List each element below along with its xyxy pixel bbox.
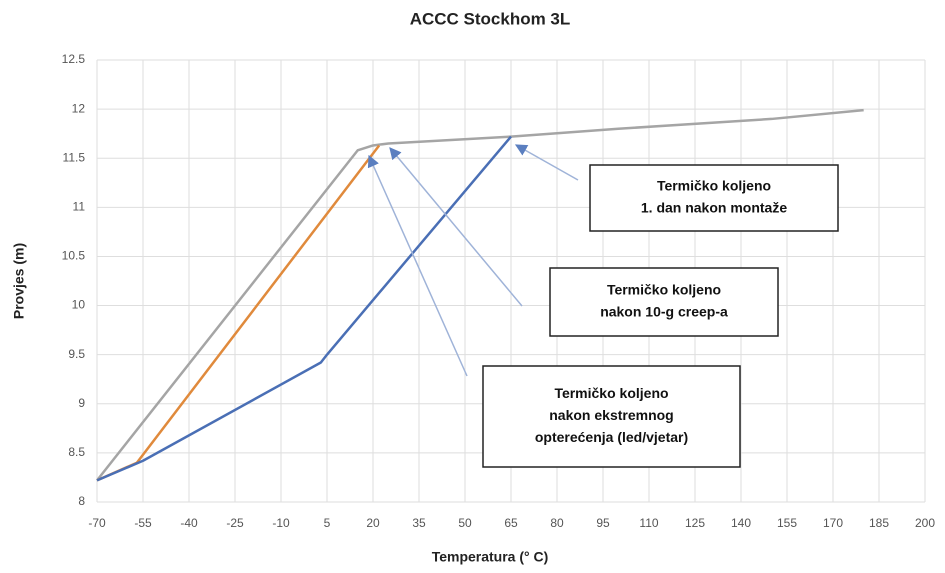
line <box>96 144 381 482</box>
x-tick-label: -10 <box>272 516 290 530</box>
annotation-text: Termičko koljeno <box>657 178 771 194</box>
x-tick-label: -70 <box>88 516 106 530</box>
x-tick-label: 125 <box>685 516 705 530</box>
y-tick-label: 8 <box>78 494 85 508</box>
annotation-text: opterećenja (led/vjetar) <box>535 429 688 445</box>
y-tick-label: 11 <box>73 200 86 214</box>
y-tick-label: 10.5 <box>62 249 86 263</box>
y-tick-label: 11.5 <box>63 150 86 164</box>
x-axis-label: Temperatura (° C) <box>432 549 549 565</box>
x-tick-label: 50 <box>458 516 472 530</box>
annotation-text: nakon ekstremnog <box>549 407 673 423</box>
x-tick-label: 35 <box>412 516 426 530</box>
x-tick-label: 95 <box>596 516 610 530</box>
x-tick-label: 110 <box>639 516 658 530</box>
annotation-arrows <box>367 144 579 377</box>
line <box>96 108 864 482</box>
x-tick-label: 65 <box>504 516 518 530</box>
x-tick-label: 80 <box>550 516 564 530</box>
x-tick-label: 5 <box>324 516 331 530</box>
annotation-box <box>482 365 741 468</box>
y-tick-label: 9 <box>78 396 85 410</box>
arrow <box>367 154 468 377</box>
annotation-text: Termičko koljeno <box>607 282 721 298</box>
annotation-box <box>589 164 839 232</box>
x-tick-label: 200 <box>915 516 935 530</box>
x-tick-label: 155 <box>777 516 797 530</box>
arrow <box>514 144 579 181</box>
x-tick-label: 170 <box>823 516 843 530</box>
x-tick-label: 140 <box>731 516 751 530</box>
y-axis-label: Provjes (m) <box>11 243 27 319</box>
x-tick-label: 185 <box>869 516 889 530</box>
y-tick-label: 10 <box>72 298 86 312</box>
annotation-text: nakon 10-g creep-a <box>600 304 728 320</box>
y-tick-label: 12.5 <box>62 52 86 66</box>
annotation-text: 1. dan nakon montaže <box>641 200 787 216</box>
x-tick-label: -40 <box>180 516 198 530</box>
x-tick-label: -55 <box>134 516 152 530</box>
x-tick-label: 20 <box>366 516 380 530</box>
y-tick-label: 9.5 <box>68 347 85 361</box>
arrow <box>389 147 523 307</box>
chart-title: ACCC Stockhom 3L <box>410 9 571 28</box>
annotation-text: Termičko koljeno <box>554 385 668 401</box>
y-tick-label: 12 <box>72 101 86 115</box>
x-tick-label: -25 <box>226 516 244 530</box>
y-tick-label: 8.5 <box>68 445 85 459</box>
annotation-box <box>549 267 779 337</box>
line <box>96 135 512 482</box>
